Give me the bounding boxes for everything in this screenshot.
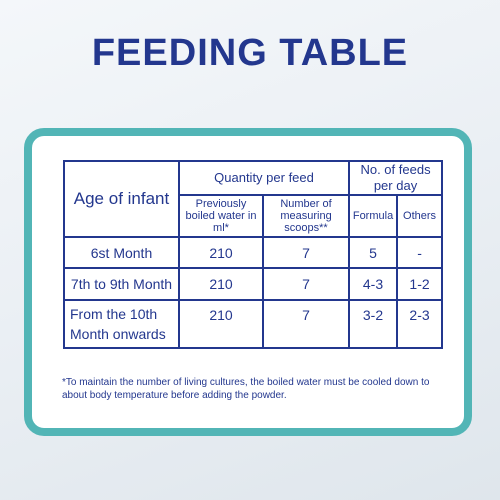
formula-cell: 5 (348, 236, 399, 269)
age-cell: 7th to 9th Month (63, 267, 180, 301)
table-row: 7th to 9th Month 210 7 4-3 1-2 (63, 267, 444, 301)
water-cell: 210 (178, 267, 264, 301)
formula-cell: 4-3 (348, 267, 399, 301)
age-cell: 6st Month (63, 236, 180, 269)
age-cell: From the 10th Month onwards (63, 299, 180, 349)
others-header: Others (396, 194, 444, 238)
scoops-cell: 7 (261, 267, 351, 301)
quantity-per-feed-header: Quantity per feed (177, 160, 351, 196)
others-cell: - (396, 236, 444, 269)
feeding-table-card: Age of infant Quantity per feed No. of f… (24, 128, 472, 436)
table-row: From the 10th Month onwards 210 7 3-2 2-… (63, 299, 444, 349)
age-of-infant-header: Age of infant (63, 160, 180, 238)
others-cell: 2-3 (396, 299, 444, 349)
feeding-table: Age of infant Quantity per feed No. of f… (63, 160, 444, 349)
measuring-scoops-header: Number of measuring scoops** (261, 194, 351, 238)
page-title: FEEDING TABLE (91, 32, 409, 74)
footnote: *To maintain the number of living cultur… (62, 377, 430, 401)
others-cell: 1-2 (396, 267, 444, 301)
water-cell: 210 (178, 299, 264, 349)
formula-header: Formula (348, 194, 399, 238)
water-cell: 210 (178, 236, 264, 269)
formula-cell: 3-2 (348, 299, 399, 349)
scoops-cell: 7 (261, 236, 351, 269)
table-row: 6st Month 210 7 5 - (63, 236, 444, 269)
boiled-water-header: Previously boiled water in ml* (178, 194, 264, 238)
feeds-per-day-header: No. of feeds per day (348, 160, 444, 196)
scoops-cell: 7 (261, 299, 351, 349)
